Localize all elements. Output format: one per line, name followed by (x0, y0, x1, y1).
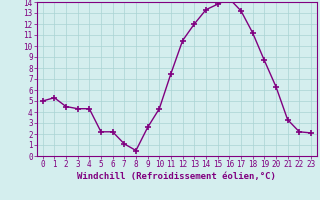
X-axis label: Windchill (Refroidissement éolien,°C): Windchill (Refroidissement éolien,°C) (77, 172, 276, 181)
